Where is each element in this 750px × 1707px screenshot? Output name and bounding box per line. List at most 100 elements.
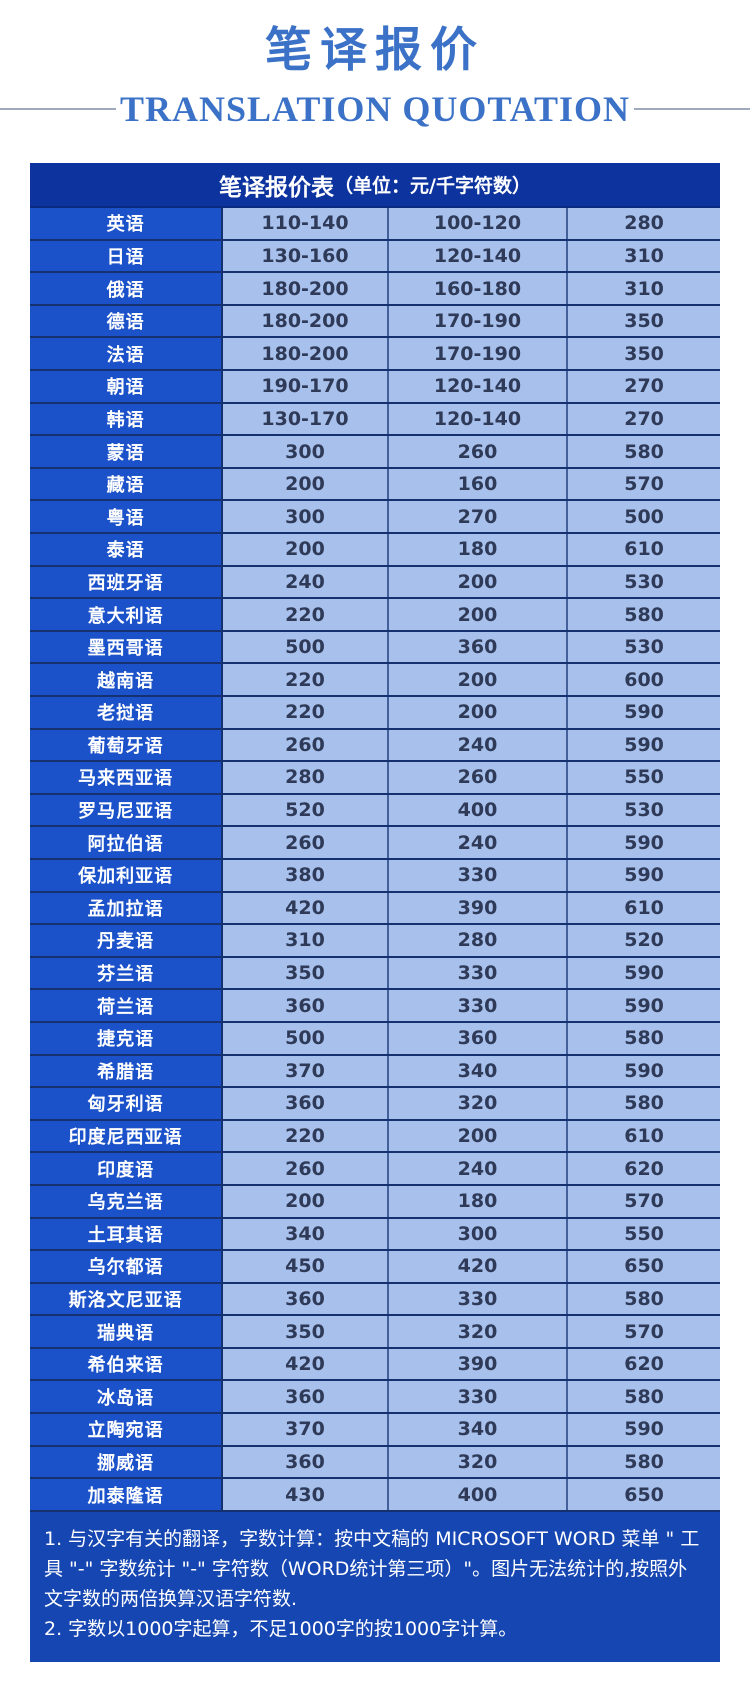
price-cell-2: 200 [388, 599, 569, 630]
price-cell-1: 180-200 [223, 305, 389, 337]
price-cell-2: 330 [388, 990, 569, 1021]
price-cell-3: 580 [568, 1381, 720, 1413]
table-title-bar: 笔译报价表 （单位：元/千字符数） [30, 163, 720, 209]
table-row: 希腊语 370 340 590 [30, 1055, 720, 1089]
language-cell: 土耳其语 [30, 1218, 224, 1250]
price-cell-1: 110-140 [223, 208, 389, 239]
language-cell: 朝语 [30, 371, 224, 402]
price-cell-2: 160-180 [388, 273, 569, 304]
price-cell-2: 420 [388, 1251, 569, 1282]
table-row: 印度语 260 240 620 [30, 1153, 720, 1186]
price-cell-2: 320 [388, 1088, 569, 1119]
language-cell: 加泰隆语 [30, 1479, 224, 1510]
price-cell-2: 330 [388, 1381, 569, 1413]
table-title: 笔译报价表 [219, 174, 335, 201]
price-cell-1: 310 [223, 925, 389, 956]
language-cell: 德语 [30, 305, 224, 337]
price-cell-2: 240 [388, 827, 569, 858]
price-cell-2: 170-190 [388, 305, 569, 337]
language-cell: 希腊语 [30, 1055, 224, 1087]
language-cell: 阿拉伯语 [30, 827, 224, 858]
price-cell-3: 310 [568, 240, 720, 272]
price-cell-3: 530 [568, 566, 720, 598]
price-cell-2: 360 [388, 1022, 569, 1054]
table-row: 土耳其语 340 300 550 [30, 1218, 720, 1252]
language-cell: 老挝语 [30, 697, 224, 728]
price-cell-3: 580 [568, 599, 720, 630]
language-cell: 意大利语 [30, 599, 224, 630]
language-cell: 孟加拉语 [30, 892, 224, 924]
price-cell-1: 200 [223, 534, 389, 565]
table-row: 马来西亚语 280 260 550 [30, 762, 720, 795]
price-cell-1: 300 [223, 436, 389, 467]
language-cell: 葡萄牙语 [30, 729, 224, 761]
language-cell: 英语 [30, 208, 224, 239]
price-cell-3: 590 [568, 859, 720, 891]
table-row: 法语 180-200 170-190 350 [30, 338, 720, 372]
price-cell-3: 610 [568, 892, 720, 924]
price-cell-2: 340 [388, 1055, 569, 1087]
price-cell-2: 320 [388, 1316, 569, 1347]
price-cell-2: 200 [388, 566, 569, 598]
price-cell-3: 590 [568, 1055, 720, 1087]
table-unit-label: （单位：元/千字符数） [334, 175, 531, 198]
price-cell-3: 550 [568, 1218, 720, 1250]
price-cell-1: 220 [223, 599, 389, 630]
price-cell-1: 180-200 [223, 338, 389, 370]
price-cell-3: 580 [568, 1022, 720, 1054]
language-cell: 瑞典语 [30, 1316, 224, 1347]
table-row: 乌克兰语 200 180 570 [30, 1185, 720, 1219]
price-cell-1: 500 [223, 631, 389, 663]
price-cell-3: 590 [568, 697, 720, 728]
price-cell-2: 330 [388, 957, 569, 989]
table-row: 越南语 220 200 600 [30, 664, 720, 697]
price-cell-1: 360 [223, 1283, 389, 1315]
price-cell-1: 360 [223, 1088, 389, 1119]
price-cell-3: 530 [568, 631, 720, 663]
price-cell-3: 620 [568, 1153, 720, 1184]
price-cell-1: 360 [223, 1446, 389, 1478]
price-cell-2: 200 [388, 697, 569, 728]
price-cell-3: 270 [568, 403, 720, 435]
price-cell-1: 350 [223, 1316, 389, 1347]
price-cell-3: 570 [568, 1185, 720, 1217]
price-cell-2: 120-140 [388, 371, 569, 402]
language-cell: 西班牙语 [30, 566, 224, 598]
price-cell-3: 570 [568, 468, 720, 500]
price-cell-2: 280 [388, 925, 569, 956]
price-cell-1: 380 [223, 859, 389, 891]
language-cell: 藏语 [30, 468, 224, 500]
notes-panel: 1. 与汉字有关的翻译，字数计算：按中文稿的 MICROSOFT WORD 菜单… [30, 1511, 720, 1662]
price-cell-2: 120-140 [388, 240, 569, 272]
price-cell-2: 340 [388, 1414, 569, 1445]
language-cell: 日语 [30, 240, 224, 272]
price-cell-3: 650 [568, 1479, 720, 1510]
price-cell-2: 180 [388, 1185, 569, 1217]
language-cell: 罗马尼亚语 [30, 794, 224, 826]
table-row: 希伯来语 420 390 620 [30, 1348, 720, 1382]
table-row: 乌尔都语 450 420 650 [30, 1251, 720, 1284]
price-cell-1: 420 [223, 1348, 389, 1380]
language-cell: 泰语 [30, 534, 224, 565]
table-row: 泰语 200 180 610 [30, 534, 720, 567]
table-row: 老挝语 220 200 590 [30, 697, 720, 730]
divider-line-right [634, 108, 750, 111]
price-cell-3: 610 [568, 1120, 720, 1152]
note-line-2: 2. 字数以1000字起算，不足1000字的按1000字计算。 [44, 1617, 518, 1640]
price-cell-2: 160 [388, 468, 569, 500]
price-cell-1: 420 [223, 892, 389, 924]
table-row: 西班牙语 240 200 530 [30, 566, 720, 600]
price-cell-2: 260 [388, 762, 569, 793]
price-cell-2: 300 [388, 1218, 569, 1250]
price-cell-2: 260 [388, 436, 569, 467]
price-cell-3: 620 [568, 1348, 720, 1380]
price-cell-1: 300 [223, 501, 389, 533]
price-cell-3: 580 [568, 1446, 720, 1478]
price-cell-1: 240 [223, 566, 389, 598]
price-cell-2: 390 [388, 1348, 569, 1380]
language-cell: 乌尔都语 [30, 1251, 224, 1282]
price-cell-2: 320 [388, 1446, 569, 1478]
price-cell-3: 590 [568, 1414, 720, 1445]
price-cell-2: 400 [388, 794, 569, 826]
